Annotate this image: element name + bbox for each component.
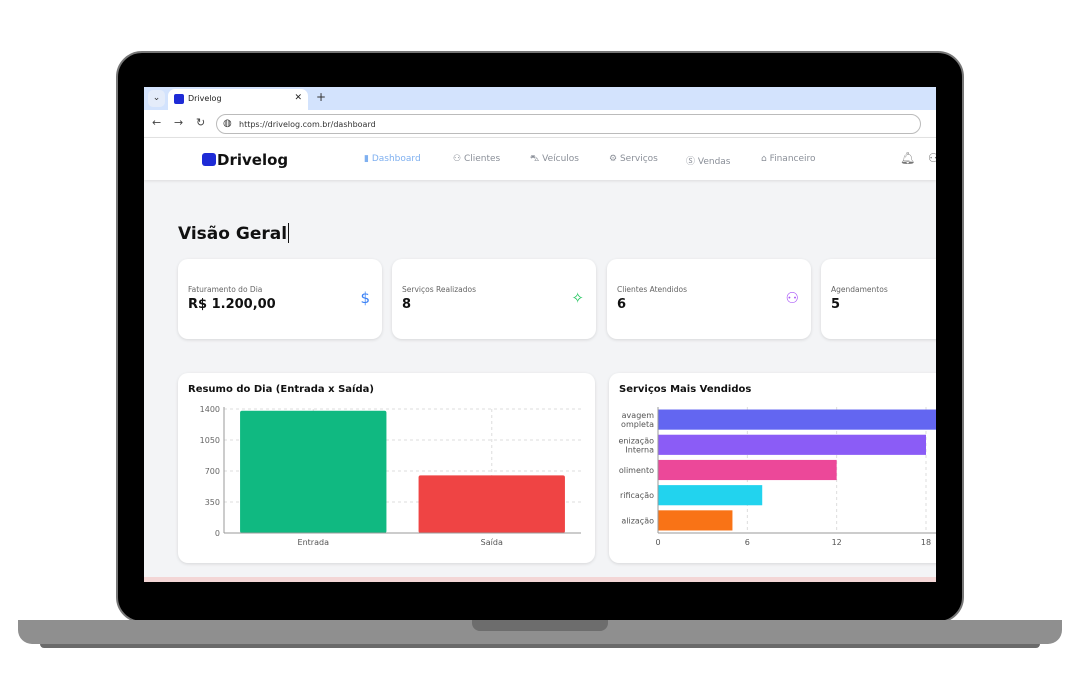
browser-tab[interactable]: Drivelog ✕: [168, 89, 308, 110]
favicon-icon: [174, 94, 184, 104]
user-icon[interactable]: ⚇: [928, 151, 936, 165]
bottom-strip: [144, 577, 936, 582]
y-tick-label: alização: [621, 516, 654, 525]
close-tab-icon[interactable]: ✕: [294, 93, 302, 103]
tab-search-button[interactable]: ⌄: [148, 90, 165, 107]
tab-title: Drivelog: [188, 94, 222, 103]
gear-icon: ⚙: [609, 154, 620, 164]
new-tab-button[interactable]: +: [316, 90, 327, 104]
users-icon: ⚇: [785, 289, 799, 307]
y-tick-label: avagem: [622, 411, 655, 420]
card-servicos: Serviços Realizados 8 ✧: [392, 259, 596, 339]
car-icon: ⛍: [530, 154, 543, 164]
card-value: 8: [402, 297, 412, 312]
nav-label: Financeiro: [769, 154, 816, 164]
chart-title: Serviços Mais Vendidos: [619, 384, 752, 395]
y-tick-label: 350: [205, 498, 220, 507]
card-label: Clientes Atendidos: [617, 285, 688, 294]
y-tick-label: 1400: [200, 405, 220, 414]
bell-icon[interactable]: 🔔︎: [900, 151, 916, 165]
x-tick-label: 6: [745, 538, 750, 547]
y-tick-label: 700: [205, 467, 220, 476]
card-label: Agendamentos: [831, 285, 888, 294]
logo-gauge-icon: [202, 153, 216, 166]
y-tick-label: enização: [618, 436, 654, 445]
nav-label: Serviços: [619, 154, 658, 164]
forward-icon[interactable]: →: [174, 116, 184, 129]
dollar-icon: $: [360, 289, 370, 307]
nav-financeiro[interactable]: ⌂ Financeiro: [761, 154, 816, 164]
nav-label: Dashboard: [371, 154, 421, 164]
nav-dashboard[interactable]: ▮ Dashboard: [364, 154, 421, 164]
y-tick-label: rificação: [620, 491, 654, 500]
card-value: 5: [831, 297, 841, 312]
card-label: Serviços Realizados: [402, 285, 477, 294]
chart-title: Resumo do Dia (Entrada x Saída): [188, 384, 374, 395]
y-tick-label: olimento: [619, 466, 654, 475]
nav-clientes[interactable]: ⚇ Clientes: [453, 154, 500, 164]
card-value: R$ 1.200,00: [188, 297, 276, 312]
chart-panel-servicos: Serviços Mais Vendidos 0 6 12 18 avagem omple…: [609, 373, 936, 563]
y-tick-label: 1050: [200, 436, 220, 445]
tab-strip: ⌄ Drivelog ✕ +: [144, 87, 936, 110]
bar-3: [658, 485, 763, 506]
url-text: https://drivelog.com.br/dashboard: [239, 120, 376, 129]
chart-panel-resumo: Resumo do Dia (Entrada x Saída) 0 350 700 1…: [178, 373, 595, 563]
app-navbar: Drivelog ▮ Dashboard ⚇ Clientes ⛍ Veícul…: [144, 138, 936, 180]
nav-veiculos[interactable]: ⛍ Veículos: [530, 154, 579, 165]
card-value: 6: [617, 297, 627, 312]
nav-vendas[interactable]: Ⓢ Vendas: [686, 154, 731, 167]
card-agendamentos: Agendamentos 5: [821, 259, 936, 339]
card-label: Faturamento do Dia: [188, 285, 263, 294]
x-tick-label: 18: [921, 538, 931, 547]
logo[interactable]: Drivelog: [202, 151, 288, 169]
bar-1: [418, 475, 565, 533]
x-tick-label: Entrada: [298, 538, 330, 547]
url-input[interactable]: ◍ https://drivelog.com.br/dashboard: [216, 114, 921, 134]
screen: ⌄ Drivelog ✕ + ← → ↻ ◍ https://drivelog.…: [144, 87, 936, 582]
y-tick-label: 0: [215, 529, 220, 538]
x-tick-label: 0: [655, 538, 660, 547]
laptop-notch: [472, 620, 608, 631]
dollar-circle-icon: Ⓢ: [686, 157, 698, 167]
bar-2: [658, 459, 837, 481]
logo-text: Drivelog: [217, 151, 289, 169]
bar-4: [658, 510, 733, 531]
back-icon[interactable]: ←: [152, 116, 162, 129]
card-clientes: Clientes Atendidos 6 ⚇: [607, 259, 811, 339]
text-cursor: [288, 223, 290, 243]
y-tick-label: ompleta: [621, 420, 654, 429]
bar-chart-icon: ▮: [364, 154, 372, 164]
reload-icon[interactable]: ↻: [196, 116, 206, 129]
page-title: Visão Geral: [178, 223, 290, 244]
bar-0: [240, 410, 387, 533]
x-tick-label: 12: [832, 538, 842, 547]
nav-label: Clientes: [463, 154, 501, 164]
bar-0: [658, 409, 936, 430]
laptop-base-shadow: [40, 644, 1040, 648]
bank-icon: ⌂: [761, 154, 770, 164]
bar-chart-resumo: 0 350 700 1050 1400 Entrada Saída: [200, 405, 581, 547]
nav-label: Vendas: [697, 157, 731, 167]
users-icon: ⚇: [453, 154, 464, 164]
x-tick-label: Saída: [481, 538, 503, 547]
site-info-icon[interactable]: ◍: [223, 118, 232, 129]
bar-1: [658, 434, 926, 455]
nav-label: Veículos: [542, 154, 579, 164]
address-bar-row: ← → ↻ ◍ https://drivelog.com.br/dashboar…: [144, 110, 936, 138]
sparkle-icon: ✧: [571, 289, 584, 307]
nav-servicos[interactable]: ⚙ Serviços: [609, 154, 658, 164]
y-tick-label: Interna: [625, 445, 654, 454]
page-title-text: Visão Geral: [178, 224, 288, 244]
card-faturamento: Faturamento do Dia R$ 1.200,00 $: [178, 259, 382, 339]
